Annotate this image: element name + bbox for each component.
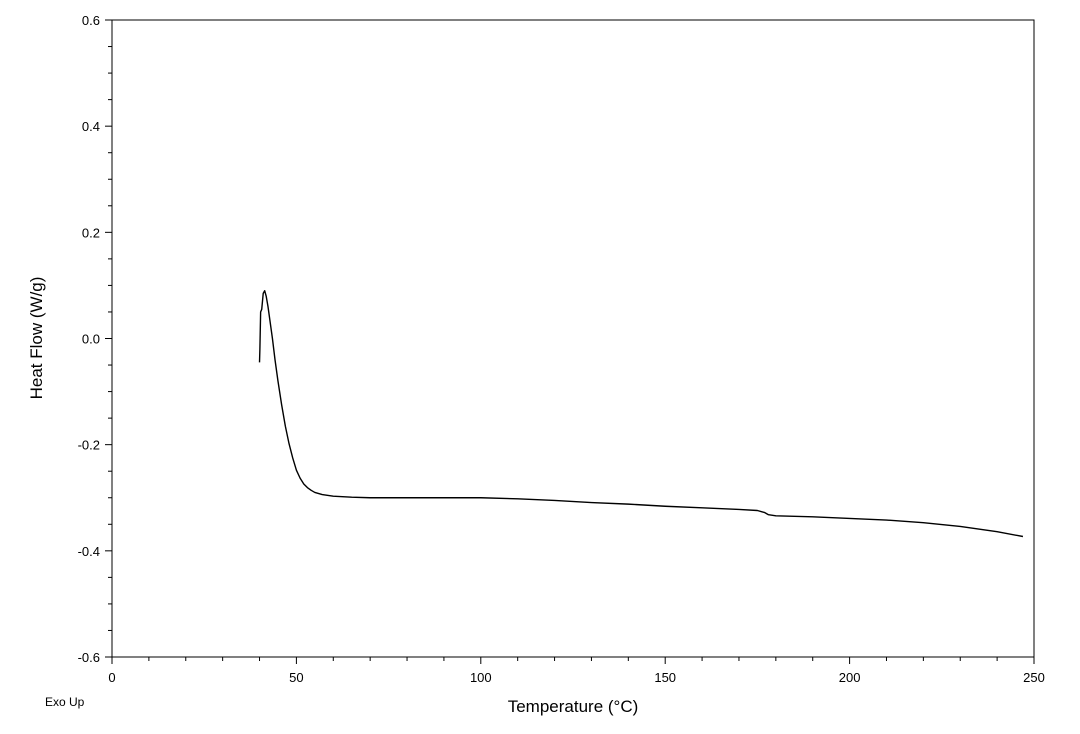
y-tick-label: -0.2	[78, 438, 100, 453]
heat-flow-curve	[258, 290, 1024, 538]
x-tick-label: 150	[654, 670, 676, 685]
plot-frame	[111, 19, 1035, 658]
y-axis-title: Heat Flow (W/g)	[27, 277, 46, 400]
y-tick-label: 0.4	[82, 119, 100, 134]
x-tick-label: 250	[1023, 670, 1045, 685]
y-tick-label: -0.6	[78, 650, 100, 665]
x-tick-label: 50	[289, 670, 303, 685]
x-tick-label: 0	[108, 670, 115, 685]
y-tick-label: 0.6	[82, 13, 100, 28]
y-axis-tick-labels: -0.6 -0.4 -0.2 0.0 0.2 0.4 0.6	[78, 13, 100, 665]
x-tick-label: 200	[839, 670, 861, 685]
exo-up-note: Exo Up	[45, 695, 85, 709]
x-axis-tick-labels: 0 50 100 150 200 250	[108, 670, 1044, 685]
y-axis-ticks	[105, 19, 112, 658]
x-tick-label: 100	[470, 670, 492, 685]
x-axis-ticks	[111, 657, 1035, 664]
y-tick-label: 0.0	[82, 332, 100, 347]
x-axis-title: Temperature (°C)	[508, 697, 639, 716]
y-tick-label: 0.2	[82, 225, 100, 240]
y-tick-label: -0.4	[78, 544, 100, 559]
